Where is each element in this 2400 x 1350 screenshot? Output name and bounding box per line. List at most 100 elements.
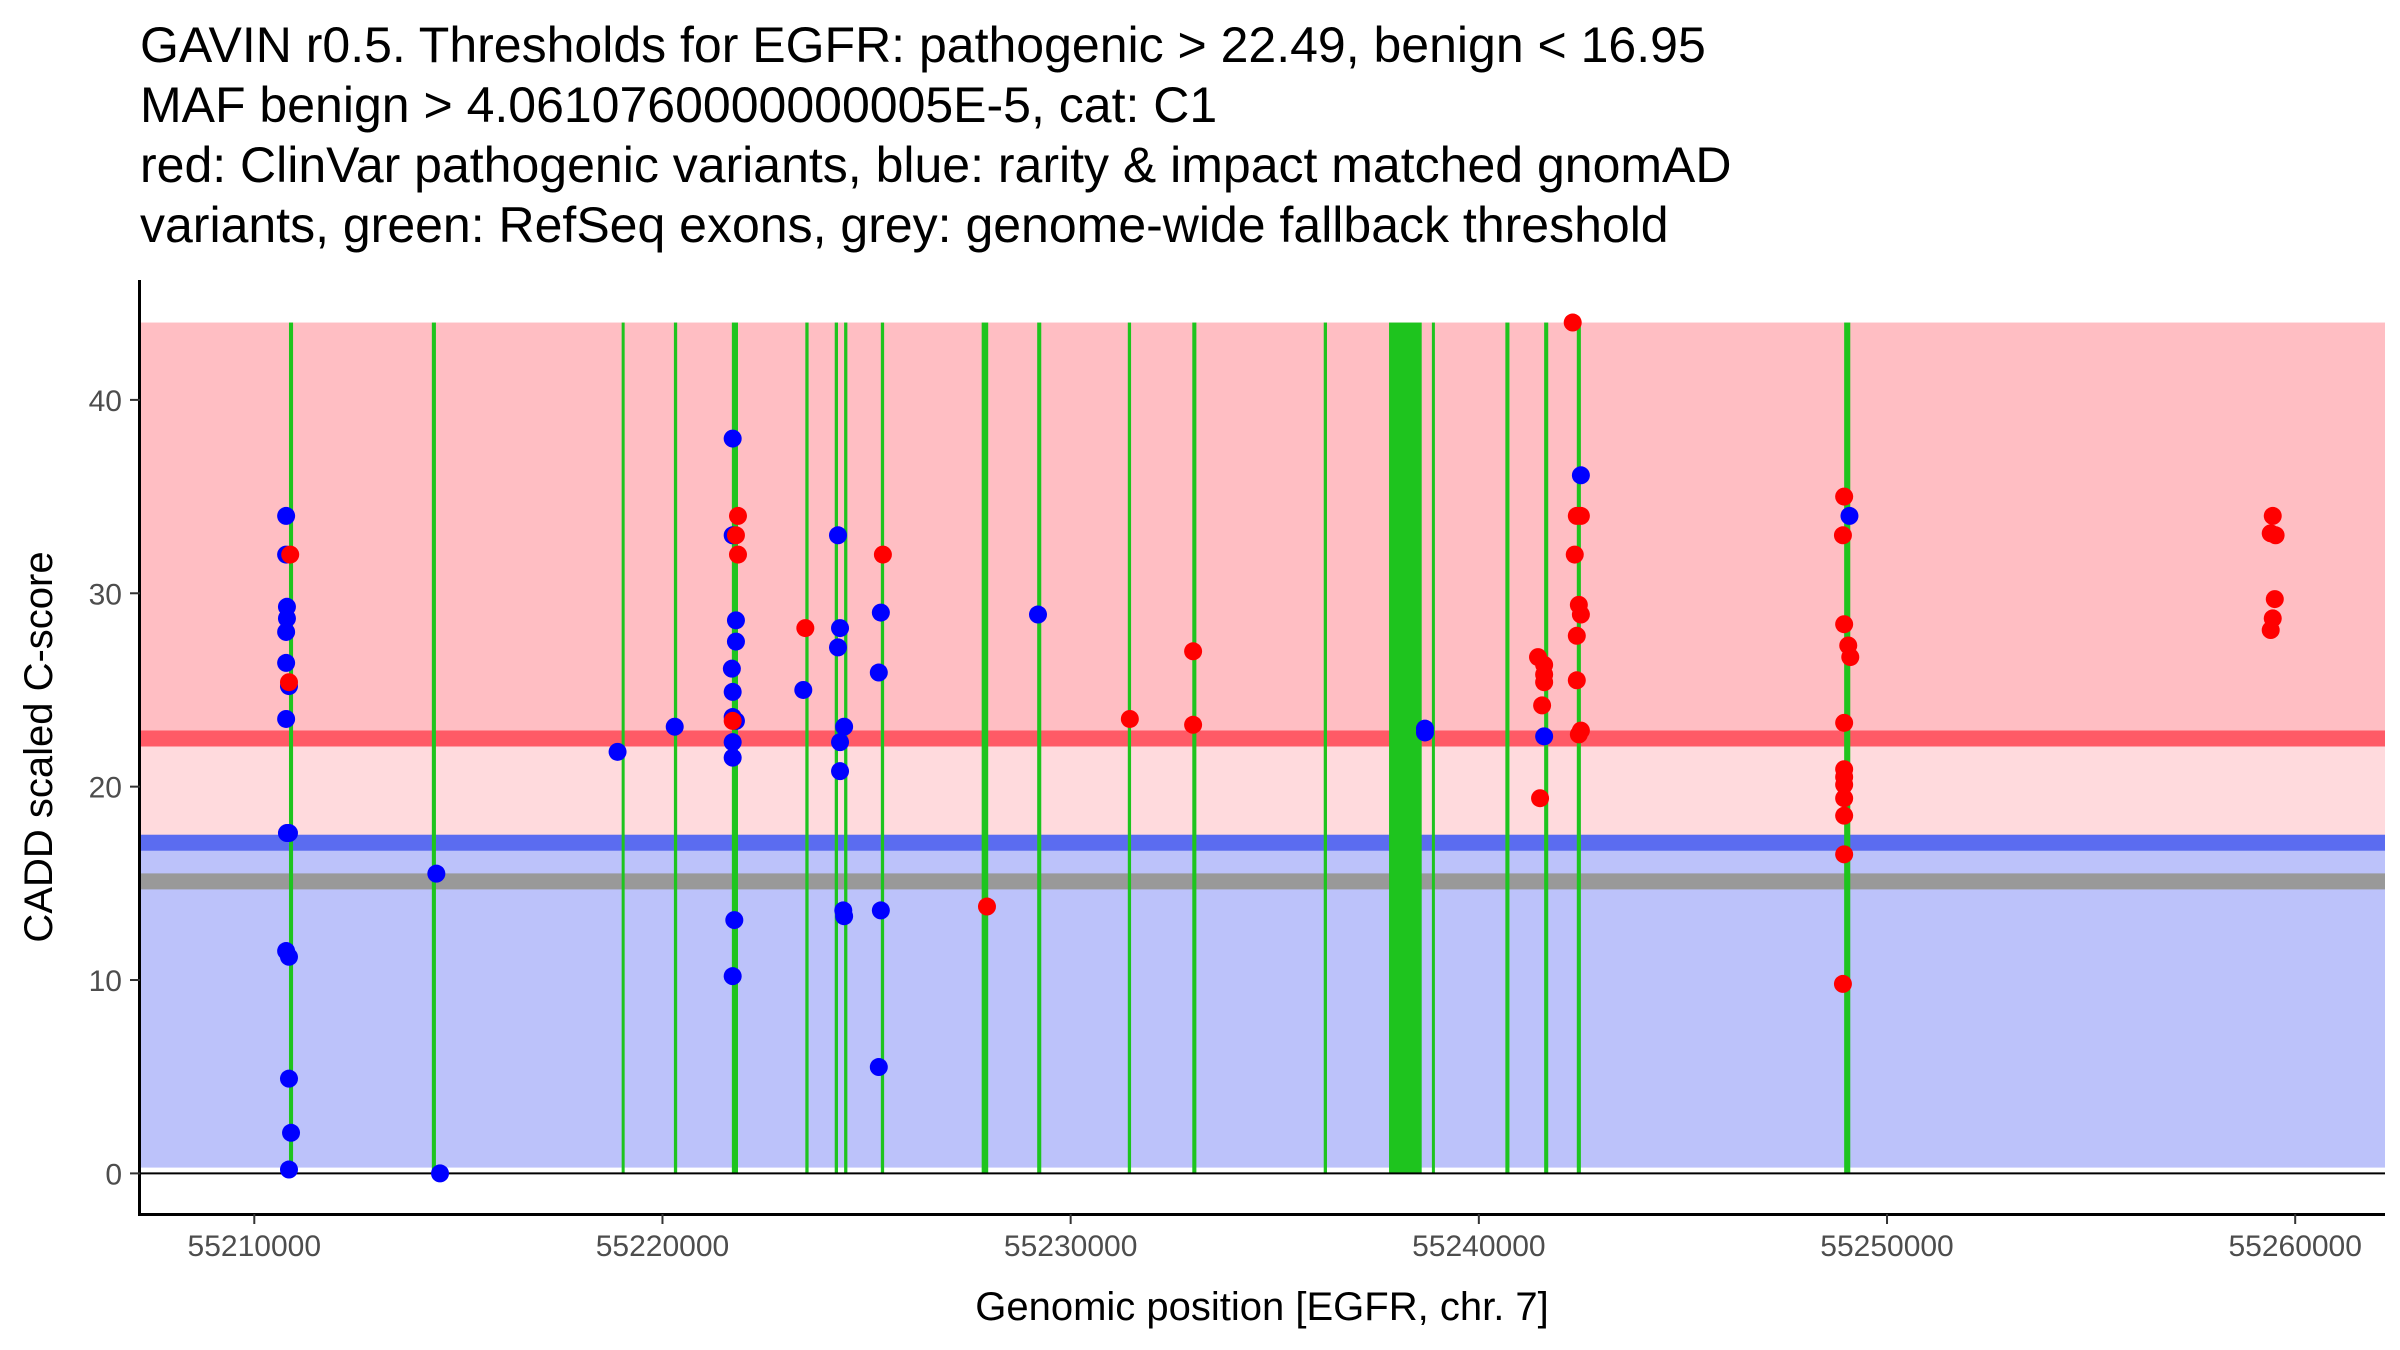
pathogenic-variant-point bbox=[2266, 526, 2285, 545]
pathogenic-threshold-line bbox=[140, 730, 2385, 747]
pathogenic-variant-point bbox=[1835, 615, 1854, 634]
benign-variant-point bbox=[871, 603, 890, 622]
pathogenic-variant-point bbox=[1571, 506, 1590, 525]
benign-variant-point bbox=[725, 911, 744, 930]
benign-variant-point bbox=[794, 680, 813, 699]
middle-region bbox=[140, 738, 2385, 846]
exon-bar bbox=[1431, 322, 1435, 1174]
benign-variant-point bbox=[723, 682, 742, 701]
pathogenic-variant-point bbox=[1565, 545, 1584, 564]
pathogenic-variant-point bbox=[723, 711, 742, 730]
benign-variant-point bbox=[282, 1123, 301, 1142]
benign-variant-point bbox=[831, 733, 850, 752]
pathogenic-variant-point bbox=[796, 619, 815, 638]
pathogenic-variant-point bbox=[1184, 642, 1203, 661]
benign-variant-point bbox=[665, 717, 684, 736]
y-tick-label: 20 bbox=[89, 772, 122, 805]
benign-variant-point bbox=[277, 709, 296, 728]
benign-variant-point bbox=[279, 824, 298, 843]
benign-variant-point bbox=[835, 717, 854, 736]
benign-variant-point bbox=[722, 659, 741, 678]
variant-points bbox=[277, 313, 2285, 1183]
pathogenic-variant-point bbox=[1533, 696, 1552, 715]
title-line-2: MAF benign > 4.0610760000000005E-5, cat:… bbox=[140, 77, 1217, 133]
pathogenic-variant-point bbox=[1833, 526, 1852, 545]
exon-bar bbox=[981, 322, 989, 1174]
y-axis-ticks: 0 10 20 30 40 bbox=[89, 385, 140, 1191]
pathogenic-variant-point bbox=[1184, 715, 1203, 734]
exon-bar bbox=[1192, 322, 1197, 1174]
exon-bar bbox=[880, 322, 885, 1174]
title-line-1: GAVIN r0.5. Thresholds for EGFR: pathoge… bbox=[140, 17, 1706, 73]
exon-bar bbox=[805, 322, 809, 1174]
pathogenic-variant-point bbox=[728, 545, 747, 564]
y-tick-label: 30 bbox=[89, 578, 122, 611]
exon-bar bbox=[1844, 322, 1851, 1174]
benign-variant-point bbox=[277, 622, 296, 641]
exon-bar bbox=[431, 322, 436, 1174]
benign-variant-point bbox=[277, 653, 296, 672]
benign-variant-point bbox=[835, 907, 854, 926]
benign-variant-point bbox=[871, 901, 890, 920]
pathogenic-variant-point bbox=[726, 526, 745, 545]
benign-variant-point bbox=[723, 429, 742, 448]
pathogenic-variant-point bbox=[1567, 626, 1586, 645]
pathogenic-variant-point bbox=[281, 545, 300, 564]
benign-variant-point bbox=[723, 733, 742, 752]
exon-bar bbox=[1127, 322, 1132, 1174]
exon-bar bbox=[1505, 322, 1510, 1174]
benign-variant-point bbox=[427, 864, 446, 883]
pathogenic-variant-point bbox=[728, 506, 747, 525]
pathogenic-variant-point bbox=[1531, 789, 1550, 808]
exon-bar bbox=[1323, 322, 1327, 1174]
pathogenic-variant-point bbox=[1535, 673, 1554, 692]
benign-variant-point bbox=[831, 619, 850, 638]
pathogenic-variant-point bbox=[1835, 487, 1854, 506]
x-axis-ticks: 55210000 55220000 55230000 55240000 55250000… bbox=[188, 1214, 2362, 1263]
benign-variant-point bbox=[726, 611, 745, 630]
exon-bar bbox=[673, 322, 678, 1174]
benign-variant-point bbox=[828, 526, 847, 545]
y-tick-label: 0 bbox=[105, 1158, 122, 1191]
pathogenic-variant-point bbox=[1567, 671, 1586, 690]
pathogenic-variant-point bbox=[1841, 648, 1860, 667]
pathogenic-variant-point bbox=[1835, 713, 1854, 732]
pathogenic-variant-point bbox=[1833, 974, 1852, 993]
fallback-threshold-line bbox=[140, 873, 2385, 890]
exon-bar bbox=[1389, 322, 1422, 1174]
benign-variant-point bbox=[1415, 723, 1434, 742]
benign-variant-point bbox=[1029, 605, 1047, 624]
benign-variant-point bbox=[723, 967, 742, 986]
title-line-3: red: ClinVar pathogenic variants, blue: … bbox=[140, 137, 1731, 193]
pathogenic-variant-point bbox=[1120, 709, 1139, 728]
threshold-regions bbox=[140, 322, 2385, 1168]
benign-variant-point bbox=[1571, 466, 1590, 485]
benign-variant-point bbox=[723, 748, 742, 767]
pathogenic-variant-point bbox=[2265, 590, 2284, 609]
benign-variant-point bbox=[279, 947, 298, 966]
y-axis-title: CADD scaled C-score bbox=[17, 551, 61, 942]
x-axis-title: Genomic position [EGFR, chr. 7] bbox=[975, 1285, 1549, 1329]
benign-variant-point bbox=[726, 632, 745, 651]
pathogenic-variant-point bbox=[1571, 605, 1590, 624]
pathogenic-variant-point bbox=[1569, 725, 1588, 744]
pathogenic-variant-point bbox=[279, 673, 298, 692]
pathogenic-variant-point bbox=[1835, 845, 1854, 864]
benign-variant-point bbox=[1840, 506, 1859, 525]
pathogenic-variant-point bbox=[873, 545, 892, 564]
pathogenic-variant-point bbox=[1835, 775, 1854, 794]
benign-variant-point bbox=[279, 1160, 298, 1179]
benign-variant-point bbox=[431, 1164, 450, 1183]
benign-variant-point bbox=[277, 609, 296, 628]
benign-variant-point bbox=[277, 506, 296, 525]
pathogenic-variant-point bbox=[977, 897, 996, 916]
pathogenic-variant-point bbox=[1835, 789, 1854, 808]
y-tick-label: 10 bbox=[89, 965, 122, 998]
exon-bar bbox=[1544, 322, 1549, 1174]
y-tick-label: 40 bbox=[89, 385, 122, 418]
benign-variant-point bbox=[869, 663, 888, 682]
benign-variant-point bbox=[608, 742, 627, 761]
threshold-lines bbox=[140, 730, 2385, 890]
x-tick-label: 55260000 bbox=[2228, 1230, 2361, 1263]
exon-bar bbox=[1576, 322, 1581, 1174]
